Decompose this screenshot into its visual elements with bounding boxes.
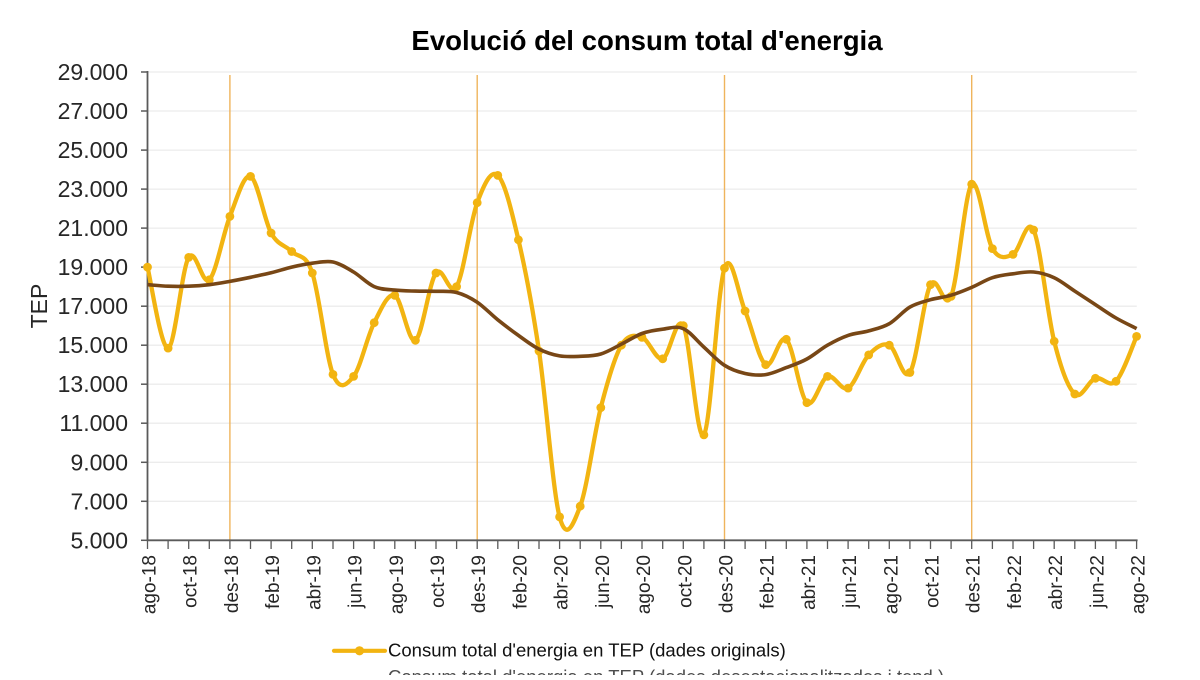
svg-text:feb-22: feb-22	[1005, 555, 1026, 609]
svg-text:21.000: 21.000	[58, 215, 128, 241]
svg-text:ago-18: ago-18	[140, 555, 161, 614]
svg-text:Evolució del consum total d'en: Evolució del consum total d'energia	[411, 25, 883, 56]
svg-text:23.000: 23.000	[58, 176, 128, 202]
svg-text:jun-22: jun-22	[1087, 555, 1108, 609]
svg-text:abr-20: abr-20	[552, 555, 573, 610]
svg-text:oct-18: oct-18	[181, 555, 202, 608]
svg-text:oct-20: oct-20	[675, 555, 696, 608]
svg-text:jun-19: jun-19	[346, 555, 367, 609]
svg-text:Consum total d'energia en TEP: Consum total d'energia en TEP (dades ori…	[388, 640, 786, 661]
svg-text:feb-19: feb-19	[263, 555, 284, 609]
svg-text:des-18: des-18	[222, 555, 243, 613]
svg-text:abr-19: abr-19	[304, 555, 325, 610]
svg-text:oct-19: oct-19	[428, 555, 449, 608]
svg-text:25.000: 25.000	[58, 137, 128, 163]
svg-text:27.000: 27.000	[58, 98, 128, 124]
svg-text:7.000: 7.000	[70, 488, 128, 514]
svg-text:17.000: 17.000	[58, 293, 128, 319]
svg-text:ago-22: ago-22	[1129, 555, 1150, 614]
svg-text:Consum total d'energia en TEP: Consum total d'energia en TEP (dades des…	[388, 666, 944, 675]
svg-text:19.000: 19.000	[58, 254, 128, 280]
svg-text:15.000: 15.000	[58, 332, 128, 358]
svg-text:jun-21: jun-21	[840, 555, 861, 609]
svg-text:des-19: des-19	[469, 555, 490, 613]
svg-text:13.000: 13.000	[58, 371, 128, 397]
svg-text:des-20: des-20	[717, 555, 738, 613]
svg-text:des-21: des-21	[964, 555, 985, 613]
svg-text:TEP: TEP	[26, 284, 52, 329]
svg-text:29.000: 29.000	[58, 59, 128, 85]
svg-text:9.000: 9.000	[70, 449, 128, 475]
svg-text:feb-21: feb-21	[758, 555, 779, 609]
svg-text:11.000: 11.000	[59, 410, 128, 436]
svg-text:abr-21: abr-21	[799, 555, 820, 610]
svg-text:feb-20: feb-20	[510, 555, 531, 609]
svg-text:5.000: 5.000	[70, 527, 128, 553]
svg-text:ago-20: ago-20	[634, 555, 655, 614]
svg-text:abr-22: abr-22	[1046, 555, 1067, 610]
svg-text:ago-19: ago-19	[387, 555, 408, 614]
svg-text:ago-21: ago-21	[881, 555, 902, 614]
svg-text:jun-20: jun-20	[593, 555, 614, 609]
svg-text:oct-21: oct-21	[923, 555, 944, 608]
